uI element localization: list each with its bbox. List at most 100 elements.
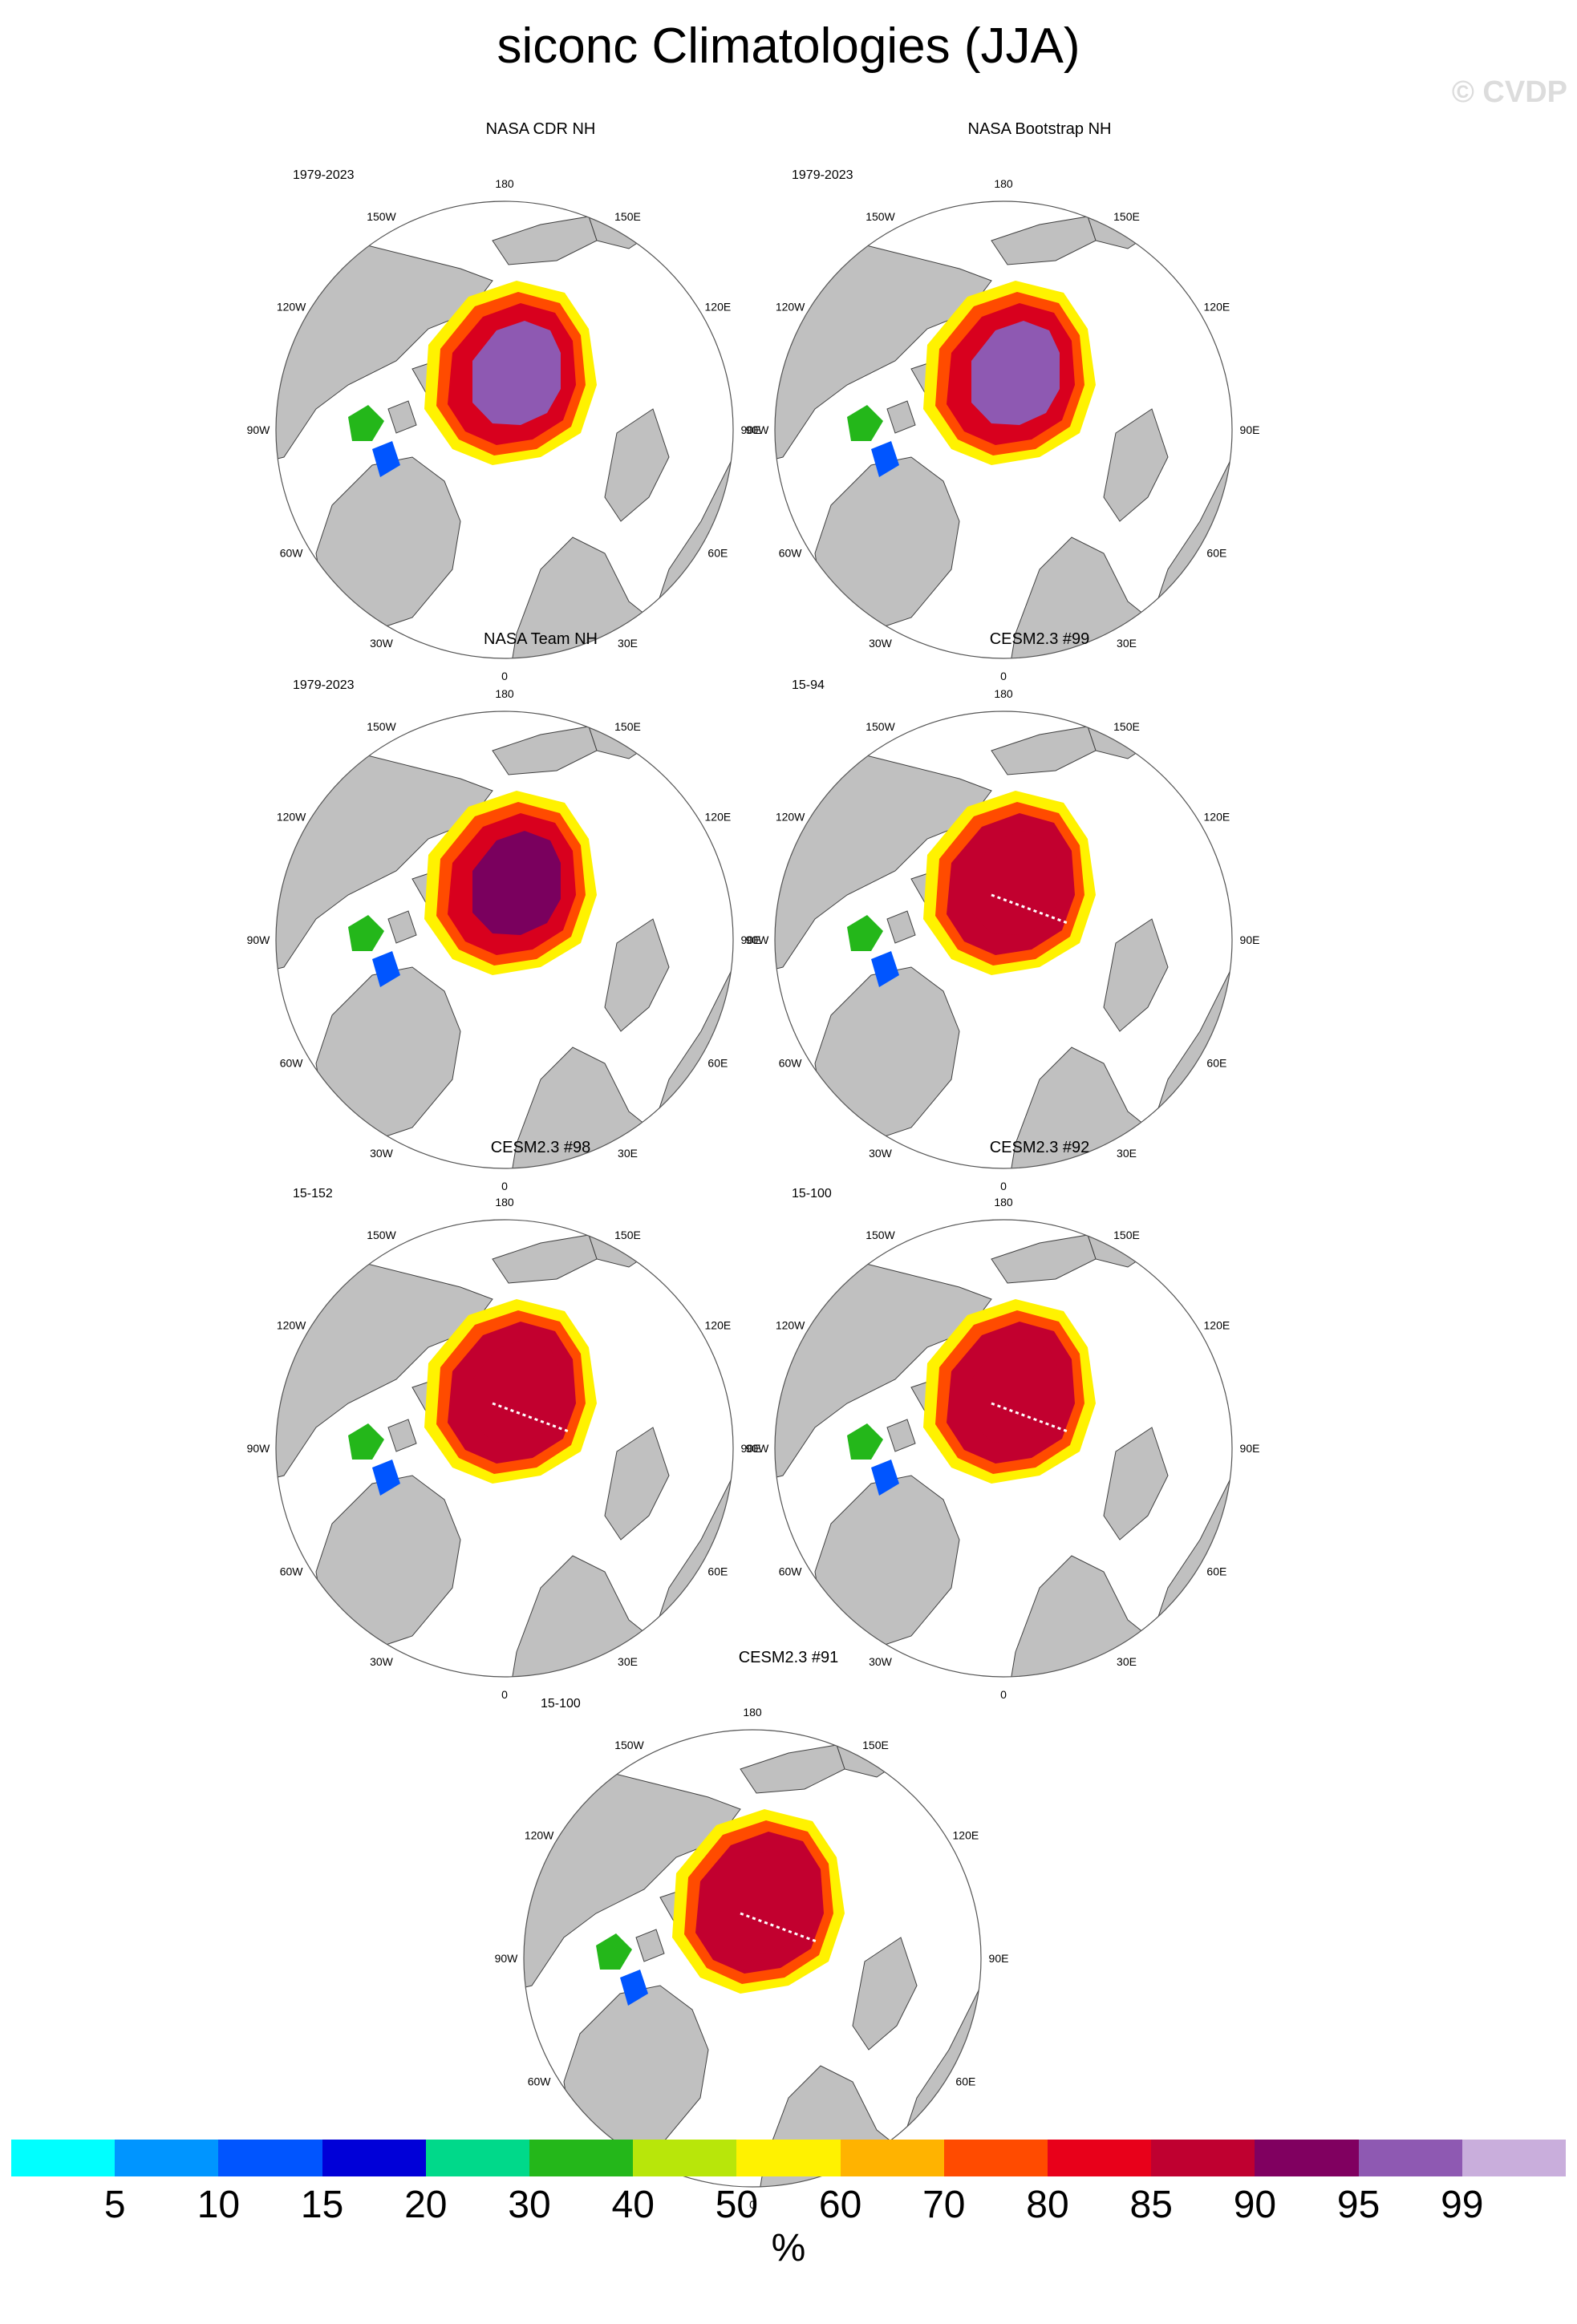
longitude-label: 150W [866,210,895,223]
sea-ice-core [472,321,561,425]
longitude-label: 120W [776,811,805,824]
sea-ice-hudson [847,915,883,951]
longitude-label: 30E [1117,637,1137,650]
colorbar-label: 20 [404,2184,448,2226]
longitude-label: 30W [370,1655,394,1668]
colorbar-label: 95 [1336,2184,1380,2226]
colorbar-labels: 5 10 15 20 30 40 50 60 70 80 85 90 95 99 [11,2183,1566,2231]
longitude-label: 30E [618,1147,638,1160]
map-panel: CESM2.3 #98 15-152 180 150E 120E 90E 60E 30E 0 30… [247,1139,829,1701]
longitude-label: 150W [614,1739,644,1751]
landmass-taymyr [1103,918,1169,1032]
sea-ice-core [472,831,561,935]
landmass-island [387,1419,417,1452]
longitude-label: 120W [277,1319,306,1332]
colorbar-swatch [1255,2140,1359,2176]
longitude-label: 90E [741,1442,761,1455]
polar-map: 180 150E 120E 90E 60E 30E 0 30W 60W 90W 120W 150W [247,177,761,682]
model-grid-line [991,893,1068,925]
map-boundary [774,200,1233,659]
longitude-label: 60E [707,547,728,560]
sea-ice-baffin [372,951,400,987]
colorbar-swatch [425,2140,530,2176]
map-panel: CESM2.3 #92 15-100 180 150E 120E 90E 60E 30E 0 30… [746,1139,1328,1701]
longitude-label: 0 [501,670,508,682]
longitude-label: 60E [707,1565,728,1578]
longitude-label: 150E [614,210,641,223]
panel-period: 15-100 [792,1187,832,1200]
longitude-label: 0 [501,1180,508,1192]
colorbar-label: 50 [715,2184,759,2226]
landmass-taymyr [604,408,670,522]
panel-title: CESM2.3 #92 [989,1139,1090,1156]
sea-ice-baffin [620,1970,648,2006]
longitude-label: 90W [247,933,271,946]
longitude-label: 150E [614,720,641,733]
sea-ice-hudson [348,915,384,951]
longitude-label: 120E [1204,811,1230,824]
longitude-label: 60E [1206,1565,1226,1578]
sea-ice-hudson [348,1423,384,1460]
longitude-label: 90W [746,933,770,946]
colorbar-swatch [218,2140,322,2176]
sea-ice-hudson [847,405,883,441]
sea-ice-core [472,1339,561,1443]
longitude-label: 180 [743,1706,762,1719]
polar-map: 180 150E 120E 90E 60E 30E 0 30W 60W 90W 120W 150W [247,687,761,1192]
map-boundary [774,711,1233,1169]
colorbar-swatch [11,2140,116,2176]
panel-period: 15-100 [541,1697,581,1711]
longitude-label: 180 [994,687,1013,700]
longitude-label: 90W [247,423,271,436]
sea-ice-hudson [596,1933,632,1970]
colorbar-unit: % [771,2227,806,2269]
landmass-alaska [492,726,598,775]
colorbar [11,2140,1567,2176]
landmass-island [387,910,417,944]
polar-map: 180 150E 120E 90E 60E 30E 0 30W 60W 90W 120W 150W [247,1196,761,1701]
longitude-label: 90E [1240,933,1260,946]
longitude-label: 180 [495,687,514,700]
map-boundary [774,1219,1233,1678]
colorbar-label: 80 [1026,2184,1069,2226]
colorbar-swatch [1151,2140,1255,2176]
longitude-label: 150E [614,1229,641,1241]
map-panel: NASA Team NH 1979-2023 180 150E 120E 90E 60E 30… [247,630,829,1192]
longitude-label: 60W [280,1565,304,1578]
longitude-label: 120W [776,1319,805,1332]
panel-title: CESM2.3 #98 [490,1139,591,1156]
longitude-label: 30W [370,637,394,650]
longitude-label: 30E [618,1655,638,1668]
longitude-label: 60W [280,1057,304,1070]
landmass-alaska [991,1234,1097,1284]
sea-ice-hudson [348,405,384,441]
longitude-label: 150W [866,720,895,733]
landmass-island [886,1419,916,1452]
panel-period: 1979-2023 [293,168,355,182]
longitude-label: 180 [495,177,514,190]
map-boundary [523,1729,982,2188]
longitude-label: 120W [525,1829,554,1842]
colorbar-label: 30 [508,2184,551,2226]
longitude-label: 90W [746,423,770,436]
longitude-label: 150W [866,1229,895,1241]
longitude-label: 180 [495,1196,514,1209]
longitude-label: 90W [495,1952,519,1965]
longitude-label: 120E [705,1319,732,1332]
colorbar-label: 85 [1129,2184,1173,2226]
watermark: © CVDP [1451,75,1567,109]
landmass-alaska [492,216,598,265]
colorbar-label: 10 [197,2184,241,2226]
map-boundary [275,1219,734,1678]
landmass-island [387,400,417,434]
map-boundary [275,711,734,1169]
colorbar-label: 15 [300,2184,344,2226]
longitude-label: 150W [367,210,396,223]
sea-ice-core [971,1339,1060,1443]
sea-ice-core [720,1849,809,1954]
longitude-label: 90W [247,1442,271,1455]
colorbar-swatch [633,2140,737,2176]
panel-period: 1979-2023 [293,678,355,692]
longitude-label: 120E [953,1829,979,1842]
longitude-label: 30W [869,1147,893,1160]
